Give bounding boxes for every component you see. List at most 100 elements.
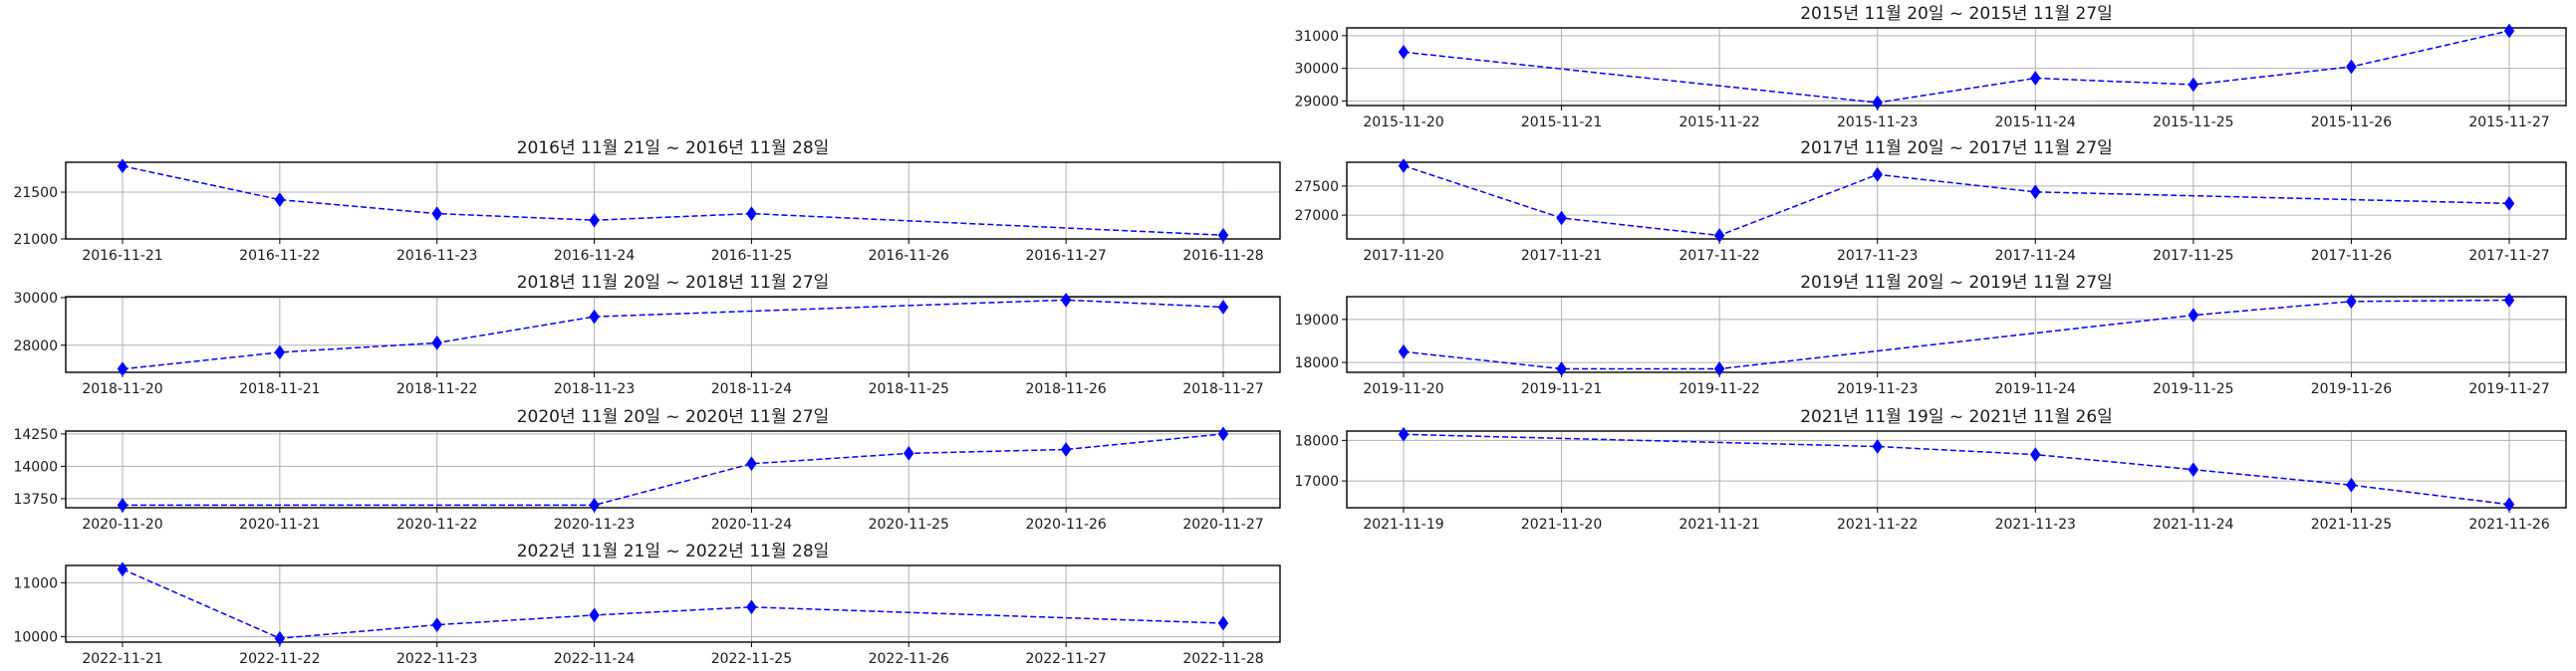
data-point-marker (1556, 361, 1567, 376)
data-point-marker (2188, 462, 2199, 478)
x-tick-label: 2019-11-27 (2468, 381, 2549, 397)
x-tick-label: 2015-11-23 (1837, 114, 1918, 130)
x-tick-label: 2018-11-23 (554, 381, 635, 397)
data-point-marker (274, 192, 286, 207)
x-tick-label: 2021-11-21 (1678, 517, 1759, 533)
data-point-marker (2188, 308, 2199, 323)
plot-frame (1346, 27, 2567, 107)
y-tick-label: 29000 (1294, 94, 1339, 110)
data-point-marker (746, 206, 757, 222)
y-tick-label: 10000 (13, 630, 58, 646)
x-tick-label: 2019-11-21 (1521, 381, 1602, 397)
chart-title: 2015년 11월 20일 ~ 2015년 11월 27일 (1800, 4, 2113, 24)
x-tick-label: 2020-11-22 (396, 517, 477, 533)
data-point-marker (589, 212, 600, 228)
data-point-marker (2503, 497, 2515, 513)
data-point-marker (589, 309, 600, 325)
x-tick-label: 2019-11-23 (1837, 381, 1918, 397)
data-point-marker (1398, 343, 1410, 359)
data-point-marker (2029, 184, 2041, 200)
x-tick-label: 2015-11-27 (2468, 114, 2549, 130)
x-tick-label: 2016-11-24 (554, 248, 635, 264)
x-tick-label: 2021-11-22 (1837, 517, 1918, 533)
x-tick-label: 2019-11-25 (2153, 381, 2233, 397)
y-tick-label: 28000 (13, 338, 58, 354)
x-tick-label: 2016-11-28 (1182, 248, 1263, 264)
data-point-marker (117, 158, 129, 174)
x-tick-label: 2015-11-20 (1363, 114, 1443, 130)
data-point-marker (746, 456, 757, 472)
chart-title: 2022년 11월 21일 ~ 2022년 11월 28일 (517, 542, 830, 561)
x-tick-label: 2022-11-25 (711, 651, 792, 667)
x-tick-label: 2017-11-23 (1837, 248, 1918, 264)
chart-title: 2020년 11월 20일 ~ 2020년 11월 27일 (517, 407, 830, 427)
x-tick-label: 2020-11-25 (869, 517, 949, 533)
data-point-marker (1872, 166, 1884, 182)
plot-frame (1346, 430, 2567, 509)
x-tick-label: 2017-11-22 (1678, 248, 1759, 264)
x-tick-label: 2018-11-21 (239, 381, 320, 397)
data-point-marker (1872, 439, 1884, 454)
x-tick-label: 2016-11-23 (396, 248, 477, 264)
data-point-marker (1398, 44, 1410, 60)
data-point-marker (431, 335, 443, 350)
x-tick-label: 2015-11-24 (1995, 114, 2076, 130)
y-tick-label: 31000 (1294, 29, 1339, 45)
x-tick-label: 2018-11-20 (82, 381, 162, 397)
plot-frame (1346, 161, 2567, 240)
chart-title: 2017년 11월 20일 ~ 2017년 11월 27일 (1800, 138, 2113, 158)
data-point-marker (902, 445, 914, 461)
y-tick-label: 18000 (1294, 355, 1339, 371)
x-tick-label: 2020-11-24 (711, 517, 792, 533)
x-tick-label: 2017-11-25 (2153, 248, 2233, 264)
data-point-marker (2346, 477, 2357, 493)
x-tick-label: 2018-11-25 (869, 381, 949, 397)
y-tick-label: 13750 (13, 492, 58, 508)
data-point-marker (589, 607, 600, 623)
x-tick-label: 2016-11-25 (711, 248, 792, 264)
data-point-marker (117, 361, 129, 377)
x-tick-label: 2022-11-22 (239, 651, 320, 667)
plot-frame (65, 161, 1281, 240)
x-tick-label: 2021-11-25 (2311, 517, 2392, 533)
series-line (1403, 299, 2510, 370)
x-tick-label: 2015-11-22 (1678, 114, 1759, 130)
y-tick-label: 17000 (1294, 474, 1339, 490)
x-tick-label: 2018-11-24 (711, 381, 792, 397)
x-tick-label: 2015-11-21 (1521, 114, 1602, 130)
data-point-marker (1556, 210, 1567, 226)
x-tick-label: 2015-11-25 (2153, 114, 2233, 130)
x-tick-label: 2022-11-27 (1025, 651, 1106, 667)
data-point-marker (1398, 426, 1410, 442)
data-point-marker (1713, 361, 1725, 376)
x-tick-label: 2019-11-26 (2311, 381, 2392, 397)
x-tick-label: 2016-11-26 (869, 248, 949, 264)
x-tick-label: 2020-11-23 (554, 517, 635, 533)
x-tick-label: 2021-11-23 (1995, 517, 2076, 533)
data-point-marker (2346, 294, 2357, 310)
chart-panel: 2015-11-20 2015-11-21 2015-11-22 2015-11-23… (1294, 4, 2567, 130)
plot-frame (65, 296, 1281, 373)
data-point-marker (1060, 292, 1072, 308)
x-tick-label: 2019-11-24 (1995, 381, 2076, 397)
x-tick-label: 2021-11-20 (1521, 517, 1602, 533)
series-line (1403, 164, 2510, 237)
data-point-marker (589, 497, 600, 513)
data-point-marker (117, 497, 129, 513)
series-line (1403, 30, 2510, 104)
x-tick-label: 2019-11-22 (1678, 381, 1759, 397)
x-tick-label: 2022-11-28 (1182, 651, 1263, 667)
x-tick-label: 2017-11-26 (2311, 248, 2392, 264)
x-tick-label: 2022-11-21 (82, 651, 162, 667)
data-point-marker (2188, 77, 2199, 93)
chart-panel: 2017-11-20 2017-11-21 2017-11-22 2017-11-23… (1294, 138, 2567, 264)
data-point-marker (274, 630, 286, 646)
x-tick-label: 2018-11-27 (1182, 381, 1263, 397)
x-tick-label: 2022-11-23 (396, 651, 477, 667)
y-tick-label: 11000 (13, 575, 58, 591)
series-line (123, 433, 1224, 507)
y-tick-label: 19000 (1294, 313, 1339, 329)
chart-panel: 2022-11-21 2022-11-22 2022-11-23 2022-11-24… (13, 542, 1281, 667)
x-tick-label: 2021-11-24 (2153, 517, 2233, 533)
y-tick-label: 14250 (13, 427, 58, 443)
